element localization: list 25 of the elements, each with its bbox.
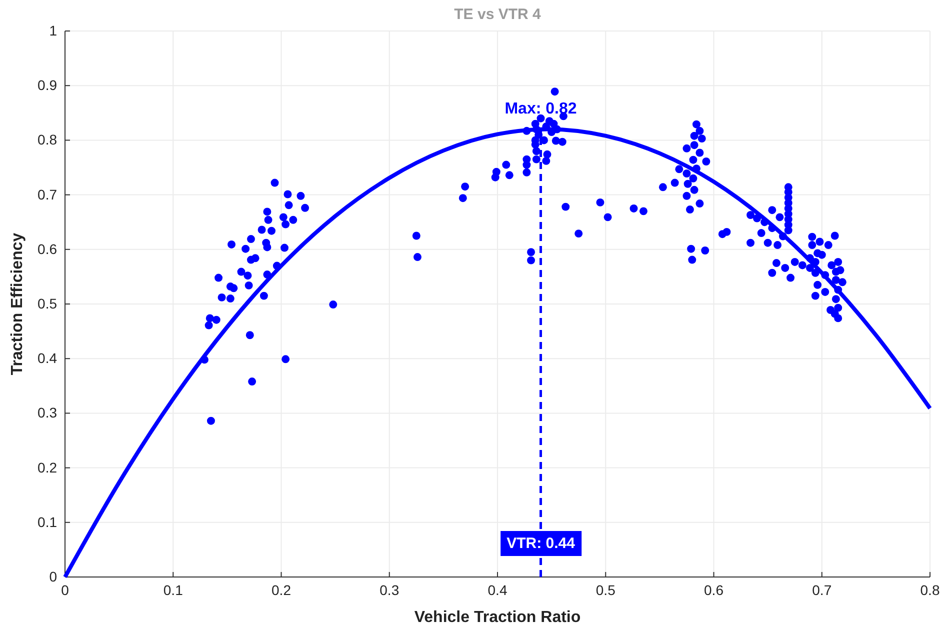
x-tick-label: 0.1 (163, 582, 184, 598)
y-tick-label: 0.9 (38, 77, 58, 94)
x-tick-label: 0.3 (380, 582, 400, 598)
y-tick-label: 0 (49, 568, 58, 584)
x-tick-label: 0.6 (704, 582, 724, 598)
y-tick-label: 0.2 (38, 459, 58, 476)
annotation: Max: 0.82 (504, 100, 577, 118)
chart-title: TE vs VTR 4 (454, 6, 542, 23)
ref-line-label: VTR: 0.44 (506, 535, 576, 552)
y-tick-label: 0.6 (38, 240, 58, 257)
x-tick-label: 0.4 (488, 582, 508, 598)
x-tick-label: 0.2 (272, 582, 292, 598)
y-tick-label: 0.3 (38, 404, 58, 421)
y-tick-label: 0.4 (38, 350, 58, 366)
x-axis-title: Vehicle Traction Ratio (414, 609, 581, 626)
x-tick-label: 0 (61, 582, 70, 598)
y-axis-title: Traction Efficiency (9, 232, 26, 376)
x-tick-label: 0.7 (812, 582, 832, 598)
y-tick-label: 0.7 (38, 186, 58, 202)
y-tick-label: 0.5 (38, 295, 58, 312)
y-tick-label: 0.8 (38, 132, 58, 148)
y-tick-label: 1 (49, 22, 58, 38)
y-tick-label: 0.1 (38, 514, 58, 530)
x-tick-label: 0.8 (920, 582, 940, 598)
x-tick-label: 0.5 (596, 582, 616, 598)
